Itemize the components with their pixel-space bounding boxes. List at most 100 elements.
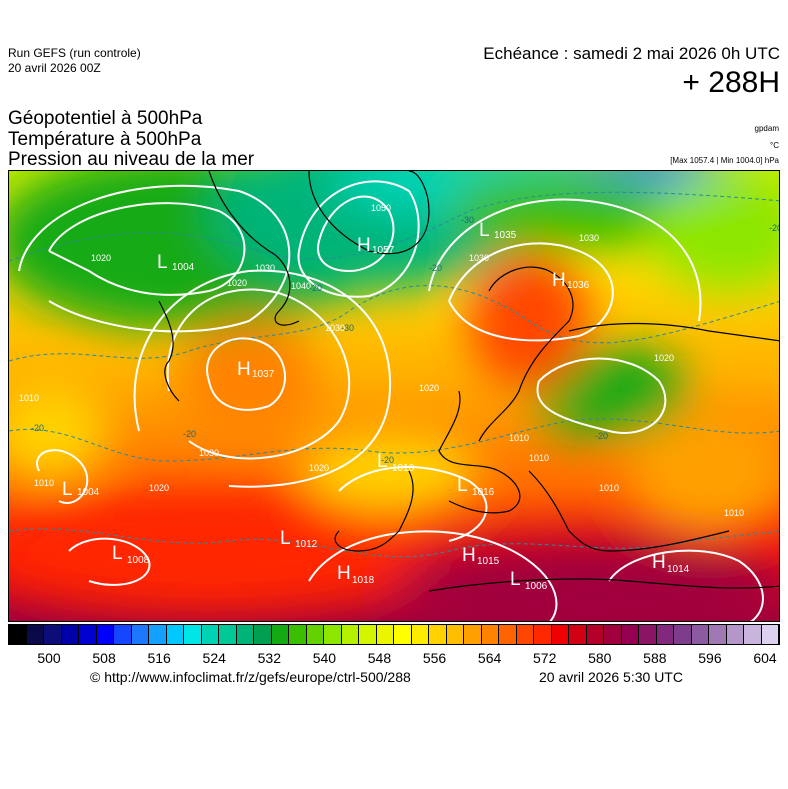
pressure-center-letter: H <box>552 270 566 291</box>
colorbar-swatch <box>709 625 727 644</box>
colorbar-swatch <box>569 625 587 644</box>
colorbar-swatch <box>761 625 779 644</box>
isobar-label: 1040 <box>291 281 311 291</box>
parameter-geopotential: Géopotentiel à 500hPa <box>8 108 203 129</box>
colorbar-swatch <box>604 625 622 644</box>
isotherm-label: -20 <box>595 431 608 441</box>
isotherm-label: -30 <box>341 323 354 333</box>
run-name: Run GEFS (run controle) <box>8 46 141 60</box>
pressure-center-letter: H <box>462 545 476 566</box>
colorbar-tick-label: 548 <box>367 650 392 666</box>
pressure-center-letter: L <box>157 252 168 273</box>
forecast-valid-time: Echéance : samedi 2 mai 2026 0h UTC <box>483 44 780 63</box>
colorbar-swatch <box>551 625 569 644</box>
parameter-temperature: Température à 500hPa <box>8 129 202 150</box>
pressure-center-value: 1016 <box>472 487 495 498</box>
isobar-label: 1020 <box>309 463 329 473</box>
weather-map: 1020 1030 1040 1050 1030 1030 1020 1030 … <box>8 170 780 622</box>
colorbar-swatch <box>201 625 219 644</box>
colorbar-tick-label: 564 <box>477 650 502 666</box>
colorbar-swatch <box>376 625 394 644</box>
colorbar-swatch <box>44 625 62 644</box>
pressure-center-value: 1057 <box>372 245 395 256</box>
colorbar-swatch <box>149 625 167 644</box>
pressure-center-value: 1036 <box>567 280 590 291</box>
colorbar-tick-label: 516 <box>147 650 171 666</box>
pressure-center-value: 1015 <box>477 556 500 567</box>
colorbar-swatch <box>289 625 307 644</box>
colorbar-swatch <box>26 625 44 644</box>
colorbar-tick-label: 588 <box>643 650 667 666</box>
pressure-center-value: 1018 <box>352 575 375 586</box>
colorbar-swatch <box>674 625 692 644</box>
colorbar-tick-label: 532 <box>257 650 281 666</box>
pressure-center-letter: L <box>479 220 490 241</box>
isobar-label: 1020 <box>149 483 169 493</box>
pressure-center-letter: L <box>377 451 388 472</box>
pressure-center-value: 1010 <box>392 463 415 474</box>
pressure-center-letter: H <box>237 359 251 380</box>
colorbar-swatch <box>9 625 27 644</box>
pressure-center-value: 1014 <box>667 564 690 575</box>
pressure-center-value: 1004 <box>172 262 195 273</box>
pressure-centers: L 1004 H 1057 L 1035 H 1036 H 1037 L 100… <box>62 220 690 592</box>
colorbar-swatch <box>236 625 254 644</box>
isotherm-label: -20 <box>31 423 44 433</box>
pressure-max-min: [Max 1057.4 | Min 1004.0] hPa <box>670 156 779 165</box>
pressure-center-letter: L <box>112 543 123 564</box>
colorbar-tick-label: 500 <box>37 650 61 666</box>
colorbar-swatch <box>131 625 149 644</box>
colorbar-swatch <box>534 625 552 644</box>
colorbar-swatch <box>481 625 499 644</box>
colorbar-swatch <box>359 625 377 644</box>
isobar-label: 1050 <box>371 203 391 213</box>
isobar-label: 1020 <box>654 353 674 363</box>
source-credit: © http://www.infoclimat.fr/z/gefs/europe… <box>90 669 411 685</box>
isobar-label: 1010 <box>19 393 39 403</box>
isotherm-label: -20 <box>183 429 196 439</box>
isobar-label: 1020 <box>419 383 439 393</box>
isotherms <box>9 191 779 558</box>
coastlines <box>158 171 779 592</box>
pressure-center-value: 1008 <box>127 555 150 566</box>
colorbar-swatch <box>429 625 447 644</box>
colorbar-swatch <box>411 625 429 644</box>
colorbar-swatch <box>79 625 97 644</box>
pressure-center-letter: H <box>337 563 351 584</box>
colorbar-tick-label: 596 <box>698 650 722 666</box>
isobar-label: 1010 <box>34 478 54 488</box>
colorbar-swatch <box>586 625 604 644</box>
isotherm-label: -30 <box>461 215 474 225</box>
lead-time: + 288H <box>682 66 780 99</box>
colorbar <box>8 624 780 645</box>
colorbar-swatch <box>639 625 657 644</box>
isotherm-label: -20 <box>429 263 442 273</box>
colorbar-ticks: 500 508 516 524 532 540 548 556 564 572 580 588 596 6… <box>8 650 780 666</box>
isotherm-labels: -30 -20 -30 -20 -20 -20 -20 -20 -20 <box>31 215 779 465</box>
pressure-center-value: 1006 <box>525 581 548 592</box>
pressure-center-letter: H <box>357 235 371 256</box>
pressure-center-letter: L <box>280 528 291 549</box>
colorbar-swatch <box>61 625 79 644</box>
colorbar-swatch <box>516 625 534 644</box>
isobar-label: 1010 <box>724 508 744 518</box>
colorbar-swatch <box>306 625 324 644</box>
colorbar-swatch <box>446 625 464 644</box>
isobar-label: 1020 <box>91 253 111 263</box>
pressure-center-letter: L <box>457 475 468 496</box>
isobar-label: 1030 <box>255 263 275 273</box>
colorbar-swatch <box>324 625 342 644</box>
colorbar-tick-label: 556 <box>422 650 447 666</box>
pressure-center-letter: H <box>652 552 666 573</box>
colorbar-swatch <box>341 625 359 644</box>
colorbar-tick-label: 540 <box>312 650 337 666</box>
colorbar-swatch <box>726 625 744 644</box>
isotherm-label: -20 <box>381 455 394 465</box>
colorbar-swatch <box>114 625 132 644</box>
isobar-label: 1010 <box>529 453 549 463</box>
isobar-label: 1030 <box>199 448 219 458</box>
issue-time: 20 avril 2026 5:30 UTC <box>539 669 683 685</box>
colorbar-swatch <box>744 625 762 644</box>
colorbar-swatch <box>464 625 482 644</box>
colorbar-swatch <box>621 625 639 644</box>
